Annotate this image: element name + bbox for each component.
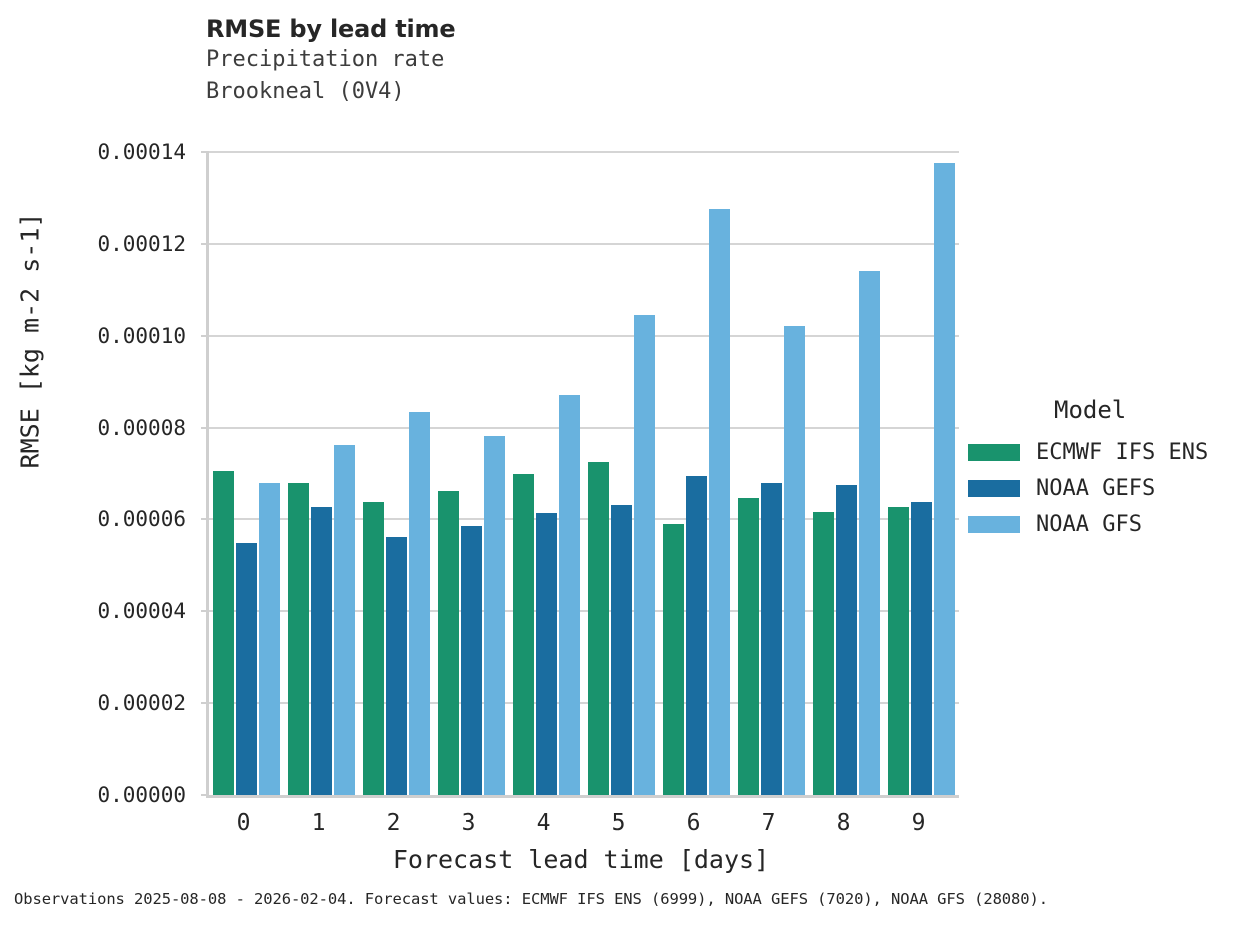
bar [709,208,730,795]
y-axis-title: RMSE [kg m-2 s-1] [15,212,45,469]
bar [311,507,332,795]
bar [934,162,955,795]
bar [438,490,459,795]
x-axis-tick-label: 9 [911,810,926,836]
bar [559,394,580,795]
bar [363,501,384,795]
x-axis-tick-label: 2 [386,810,401,836]
chart-subtitle-variable: Precipitation rate [206,47,445,72]
bar [409,411,430,795]
y-axis-tick [201,702,209,705]
y-axis-tick-label: 0.00012 [97,231,186,256]
bar [484,436,505,795]
legend-item-label: ECMWF IFS ENS [1036,439,1209,465]
bar [536,513,557,795]
x-axis-tick-label: 4 [536,810,551,836]
bar [334,445,355,795]
y-axis-tick [201,242,209,245]
legend: Model ECMWF IFS ENS NOAA GEFS NOAA GFS [968,396,1248,542]
legend-item[interactable]: NOAA GFS [968,506,1248,542]
bar [236,542,257,795]
bars-layer [209,152,959,795]
y-axis-tick-label: 0.00014 [97,140,186,164]
y-axis-tick [201,518,209,521]
x-axis-tick-label: 7 [761,810,776,836]
gridline [209,610,959,613]
bar [888,506,909,795]
y-axis-tick [201,426,209,429]
bar-group [284,152,359,795]
legend-item[interactable]: ECMWF IFS ENS [968,434,1248,470]
bar [634,315,655,795]
bar [386,536,407,795]
gridline [209,518,959,521]
chart-subtitle-location: Brookneal (0V4) [206,79,405,104]
bar [213,471,234,795]
plot-area [201,151,959,798]
x-axis-tick-label: 0 [236,810,251,836]
bar [784,326,805,795]
bar [288,483,309,795]
legend-item-label: NOAA GEFS [1036,475,1156,501]
y-axis-tick [201,794,209,796]
x-axis-tick-label: 8 [836,810,851,836]
bar-group [209,152,284,795]
bar [686,476,707,795]
bar [588,462,609,795]
x-axis-title: Forecast lead time [days] [392,845,770,874]
y-axis-tick-label: 0.00002 [97,691,186,716]
bar [611,505,632,795]
y-axis-tick [201,334,209,337]
bar-group [509,152,584,795]
bar-group [884,152,959,795]
bar-group [809,152,884,795]
y-axis-tick-label: 0.00010 [97,323,186,348]
legend-swatch-icon [968,515,1020,533]
bar [738,498,759,795]
x-axis-tick-label: 3 [461,810,476,836]
y-axis-tick-label: 0.00004 [97,599,186,624]
legend-item-label: NOAA GFS [1036,511,1142,537]
bar [663,524,684,795]
gridline [209,702,959,705]
bar [859,271,880,795]
bar [513,473,534,795]
gridline [209,242,959,245]
legend-entries: ECMWF IFS ENS NOAA GEFS NOAA GFS [968,434,1248,542]
x-axis-tick-label: 5 [611,810,626,836]
legend-swatch-icon [968,443,1020,461]
gridline [209,334,959,337]
gridline [209,426,959,429]
x-axis-tick-label: 1 [311,810,326,836]
bar-group [584,152,659,795]
y-axis-tick [201,610,209,613]
bar [911,502,932,795]
x-axis-tick-label: 6 [686,810,701,836]
y-axis-tick-label: 0.00008 [97,415,186,440]
page-title: RMSE by lead time [206,15,456,43]
bar [461,525,482,795]
bar [259,483,280,795]
bar-group [734,152,809,795]
y-axis-tick [201,151,209,153]
legend-swatch-icon [968,479,1020,497]
bar [761,483,782,795]
bar-group [359,152,434,795]
bar [836,485,857,795]
bar-group [434,152,509,795]
bar-group [659,152,734,795]
bar [813,512,834,795]
y-axis-tick-label: 0.00000 [97,783,186,807]
y-axis-tick-label: 0.00006 [97,507,186,532]
chart-title-block: RMSE by lead time Precipitation rate Bro… [206,14,966,108]
legend-title: Model [1054,396,1127,424]
footer-note: Observations 2025-08-08 - 2026-02-04. Fo… [14,890,1048,908]
gridline [209,151,959,153]
legend-item[interactable]: NOAA GEFS [968,470,1248,506]
